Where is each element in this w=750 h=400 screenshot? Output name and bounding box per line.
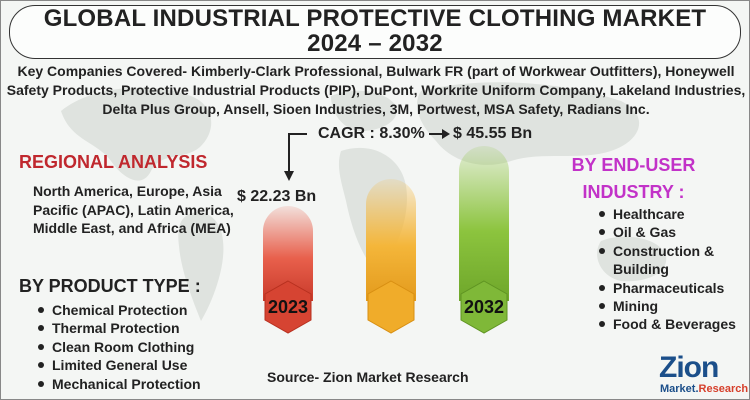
list-item: Healthcare (596, 205, 749, 223)
logo-wordmark: Zion (659, 351, 719, 384)
cagr-label: CAGR : 8.30% (318, 125, 425, 142)
market-value-2032: $ 45.55 Bn (453, 125, 533, 142)
list-item: Mining (596, 297, 749, 315)
right-arrow-icon (429, 129, 450, 139)
year-label-2032: 2032 (464, 297, 504, 317)
zion-logo: Zion Market.Research (653, 351, 749, 397)
end-user-list: Healthcare Oil & Gas Construction & Buil… (596, 205, 749, 334)
product-type-list: Chemical Protection Thermal Protection C… (35, 301, 201, 393)
logo-subtitle: Market.Research (660, 383, 749, 395)
list-item: Thermal Protection (35, 319, 201, 337)
list-item: Limited General Use (35, 356, 201, 374)
list-item: Pharmaceuticals (596, 279, 749, 297)
product-type-heading: BY PRODUCT TYPE : (19, 276, 201, 296)
bar-2023: 2023 (263, 206, 313, 334)
cagr-arrow-icon (284, 133, 307, 181)
title-banner: GLOBAL INDUSTRIAL PROTECTIVE CLOTHING MA… (9, 5, 741, 59)
list-item: Food & Beverages (596, 315, 749, 333)
list-item: Oil & Gas (596, 223, 749, 241)
list-item: Chemical Protection (35, 301, 201, 319)
year-label-2023: 2023 (268, 297, 308, 317)
bar-middle (366, 179, 416, 334)
list-item: Construction & Building (596, 242, 749, 279)
bullet-icon (599, 303, 605, 310)
key-companies: Key Companies Covered- Kimberly-Clark Pr… (6, 63, 746, 117)
bullet-icon (38, 307, 44, 313)
regional-analysis-heading: REGIONAL ANALYSIS (19, 152, 208, 172)
page-title-years: 2024 – 2032 (307, 30, 443, 57)
list-item: Clean Room Clothing (35, 338, 201, 356)
bullet-icon (38, 362, 44, 369)
bar-2032: 2032 (459, 146, 509, 334)
end-user-heading: BY END-USER INDUSTRY : (571, 155, 696, 202)
bullet-icon (599, 284, 605, 291)
bullet-icon (599, 229, 605, 236)
source-credit: Source- Zion Market Research (267, 369, 469, 385)
regional-analysis-text: North America, Europe, Asia Pacific (APA… (33, 183, 234, 236)
bullet-icon (599, 247, 605, 254)
bullet-icon (599, 321, 605, 328)
list-item: Mechanical Protection (35, 375, 201, 393)
bullet-icon (38, 325, 44, 332)
market-value-2023: $ 22.23 Bn (237, 188, 317, 205)
bullet-icon (38, 380, 44, 387)
page-title: GLOBAL INDUSTRIAL PROTECTIVE CLOTHING MA… (43, 5, 707, 32)
bullet-icon (38, 343, 44, 350)
bullet-icon (599, 211, 605, 217)
